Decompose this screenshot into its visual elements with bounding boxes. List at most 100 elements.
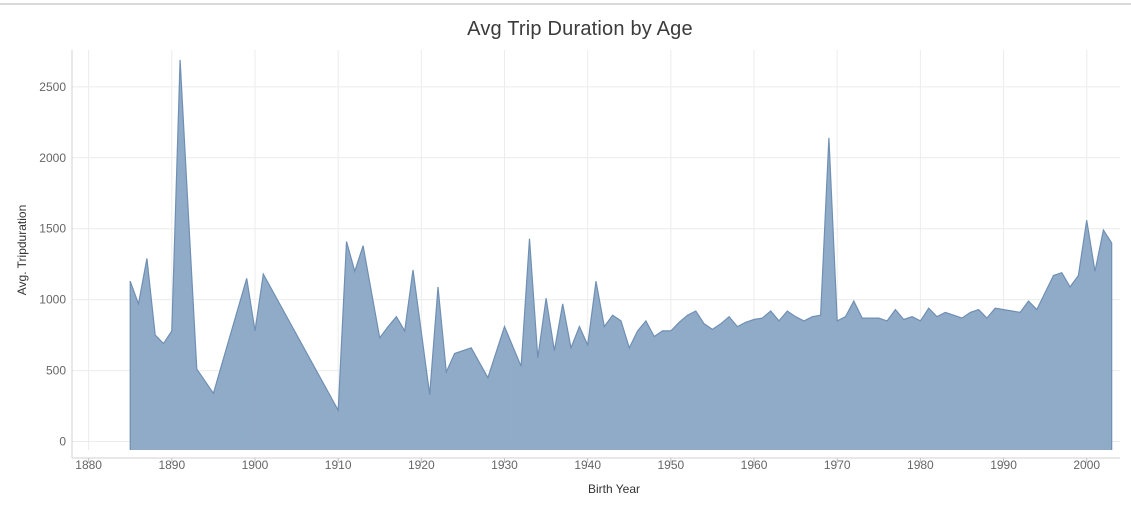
data-point <box>129 280 132 283</box>
axes: 1880 1890 1900 1910 1920 1930 1940 1950 1960 1970… <box>39 50 1120 472</box>
data-point <box>545 297 548 300</box>
data-point <box>503 325 506 328</box>
data-point <box>1002 308 1005 311</box>
chart-title: Avg Trip Duration by Age <box>467 18 693 40</box>
data-point <box>852 300 855 303</box>
data-point <box>919 319 922 322</box>
data-point <box>894 308 897 311</box>
data-point <box>170 329 173 332</box>
x-tick-label: 1910 <box>325 458 352 472</box>
data-point <box>437 285 440 288</box>
data-point <box>586 344 589 347</box>
data-point <box>1044 291 1047 294</box>
x-tick-label: 1920 <box>408 458 435 472</box>
data-point <box>769 310 772 313</box>
x-tick-label: 1970 <box>824 458 851 472</box>
data-point <box>162 342 165 345</box>
x-tick-label: 1980 <box>907 458 934 472</box>
data-point <box>861 317 864 320</box>
data-point <box>603 325 606 328</box>
data-point <box>694 310 697 313</box>
y-tick-label: 2000 <box>39 151 66 165</box>
x-tick-label: 1960 <box>741 458 768 472</box>
data-point <box>428 393 431 396</box>
data-point <box>378 336 381 339</box>
data-point <box>1094 270 1097 273</box>
data-point <box>661 329 664 332</box>
series-line <box>129 59 1113 413</box>
x-tick-label: 1990 <box>990 458 1017 472</box>
data-point <box>570 346 573 349</box>
data-point <box>145 257 148 260</box>
area-layer <box>129 58 1113 451</box>
data-point <box>669 329 672 332</box>
data-point <box>453 352 456 355</box>
data-point <box>1035 308 1038 311</box>
data-point <box>736 325 739 328</box>
data-point <box>1010 310 1013 313</box>
data-point <box>961 317 964 320</box>
y-tick-label: 500 <box>46 364 66 378</box>
data-point <box>936 315 939 318</box>
data-point <box>1060 271 1063 274</box>
data-point <box>653 335 656 338</box>
x-tick-label: 2000 <box>1073 458 1100 472</box>
data-point <box>802 319 805 322</box>
data-point <box>869 317 872 320</box>
data-point <box>977 308 980 311</box>
data-point <box>595 280 598 283</box>
data-point <box>486 376 489 379</box>
data-point <box>786 310 789 313</box>
data-point <box>644 319 647 322</box>
data-point <box>985 317 988 320</box>
data-point <box>811 315 814 318</box>
y-tick-label: 1000 <box>39 293 66 307</box>
data-point <box>137 302 140 305</box>
data-point <box>836 319 839 322</box>
data-point <box>753 318 756 321</box>
data-point <box>154 334 157 337</box>
data-point <box>403 329 406 332</box>
x-tick-label: 1900 <box>242 458 269 472</box>
data-point <box>611 314 614 317</box>
data-point <box>536 356 539 359</box>
data-point <box>337 409 340 412</box>
data-point <box>254 329 257 332</box>
data-point <box>520 365 523 368</box>
data-point <box>1069 285 1072 288</box>
data-point <box>952 314 955 317</box>
data-point <box>927 307 930 310</box>
data-point <box>212 392 215 395</box>
x-axis-label: Birth Year <box>587 482 641 496</box>
data-point <box>387 325 390 328</box>
data-point <box>744 321 747 324</box>
data-point <box>778 319 781 322</box>
y-tick-label: 0 <box>59 434 66 448</box>
x-tick-label: 1930 <box>491 458 518 472</box>
data-point <box>187 213 190 216</box>
data-point <box>794 315 797 318</box>
data-point <box>636 329 639 332</box>
data-point <box>179 58 182 61</box>
y-tick-label: 1500 <box>39 222 66 236</box>
data-point <box>470 346 473 349</box>
x-tick-label: 1940 <box>574 458 601 472</box>
data-point <box>877 317 880 320</box>
data-point <box>620 319 623 322</box>
data-point <box>719 322 722 325</box>
data-point <box>262 273 265 276</box>
data-point <box>1027 300 1030 303</box>
data-point <box>686 314 689 317</box>
x-tick-label: 1950 <box>658 458 685 472</box>
data-point <box>703 322 706 325</box>
y-tick-label: 2500 <box>39 80 66 94</box>
x-tick-label: 1890 <box>158 458 185 472</box>
data-point <box>844 315 847 318</box>
data-point <box>1110 241 1113 244</box>
data-point <box>902 318 905 321</box>
data-point <box>395 315 398 318</box>
data-point <box>345 240 348 243</box>
data-point <box>761 317 764 320</box>
data-point <box>994 307 997 310</box>
